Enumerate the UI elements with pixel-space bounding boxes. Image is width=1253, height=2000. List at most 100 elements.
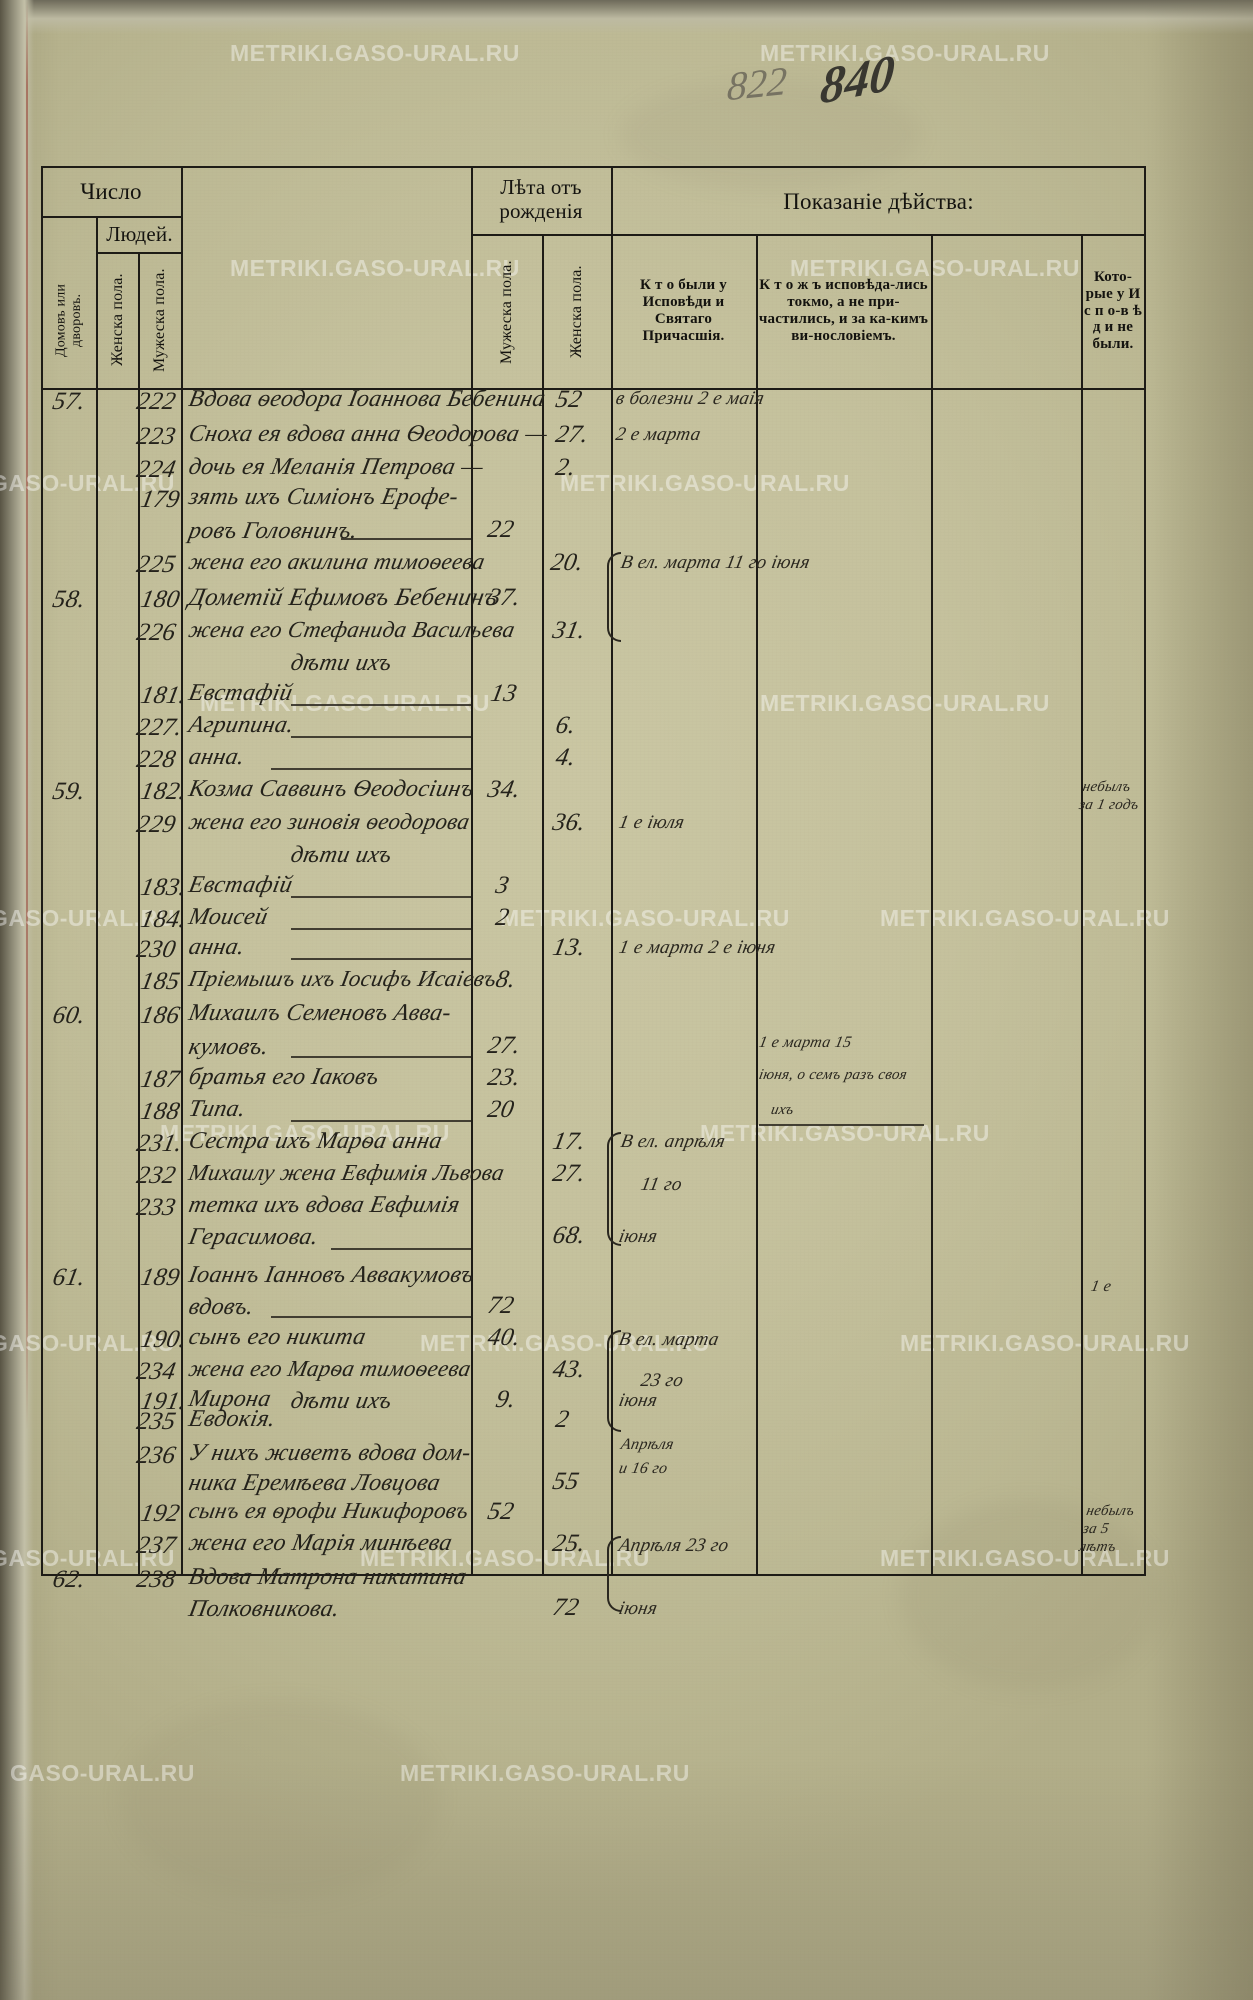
top-torn-edge — [0, 0, 1253, 34]
brace-marker — [607, 552, 621, 642]
cell-note: В ел. марта 11 го іюня — [619, 552, 812, 573]
watermark: METRIKI.GASO-URAL.RU — [360, 1545, 650, 1571]
header-kotorye-ne-byli: Кото-рые у И с п о-в ѣ д и не были. — [1084, 269, 1142, 353]
watermark: METRIKI.GASO-URAL.RU — [230, 40, 520, 66]
watermark: METRIKI.GASO-URAL.RU — [200, 690, 490, 716]
header-ludei: Людей. — [106, 221, 173, 246]
table-border-left — [41, 166, 43, 1416]
cell-dvor: 59. — [50, 778, 88, 805]
header-kto-byli-u-ispovedi: К т о были у Исповѣди и Святаго Причасші… — [640, 277, 727, 344]
cell-zhen2: 72 — [550, 1594, 582, 1621]
cell-name: Полковникова. — [186, 1596, 342, 1622]
cell-note: и 16 го — [617, 1460, 670, 1477]
watermark: METRIKI.GASO-URAL.RU — [500, 905, 790, 931]
cell-zhen2: 43. — [550, 1356, 588, 1383]
watermark: GASO-URAL.RU — [0, 905, 175, 931]
col-divider-ktozh — [931, 1416, 933, 1576]
header-domov: Домовъ или дворовъ. — [53, 283, 84, 357]
right-edge-shadow — [1143, 0, 1253, 2000]
filler-dash — [291, 1056, 471, 1058]
table-border-top — [41, 166, 1146, 168]
cell-zhen2: 36. — [550, 809, 588, 836]
register-table-lower: 235 Евдокія. 2 236 У нихъ живетъ вдова д… — [41, 1406, 1146, 1622]
cell-muzh2: 23. — [485, 1064, 523, 1091]
cell-name: Пріемышъ ихъ Іосифъ Исаіевъ — [186, 966, 499, 991]
register-table: Число Людей. Домовъ или дворовъ. Мужеска… — [41, 166, 1146, 1432]
col-divider-domov — [96, 1416, 98, 1576]
cell-zhen2: 68. — [550, 1222, 588, 1249]
cell-zhen2: 27. — [550, 1160, 588, 1187]
cell-name: Сестра ихъ Марѳа анна — [186, 1128, 445, 1154]
header-ktozh-ispovedalis: К т о ж ъ исповѣда-лись токмо, а не при-… — [758, 277, 929, 344]
cell-muzh1: 187 — [138, 1066, 183, 1093]
cell-absent: небылъ за 5 лѣтъ — [1077, 1503, 1136, 1555]
cell-muzh2: 34. — [485, 776, 523, 803]
header-pokazanie: Показаніе дѣйства: — [783, 189, 974, 215]
cell-name: Михаилъ Семеновъ Авва- — [186, 1000, 454, 1026]
header-rule-pokazanie — [611, 234, 1144, 236]
table-border-right — [1144, 1416, 1146, 1576]
cell-zhen2: 25. — [550, 1530, 588, 1557]
cell-note: В ел. апрѣля — [619, 1131, 728, 1152]
cell-zhen2: 31. — [550, 617, 588, 644]
cell-zhen1: 238 — [134, 1566, 179, 1593]
cell-name: Евстафій — [186, 872, 295, 898]
cell-zhen1: 227. — [134, 714, 185, 741]
cell-muzh1: 185 — [138, 968, 183, 995]
col-divider-kto — [756, 1416, 758, 1576]
cell-muzh2: 37. — [485, 584, 523, 611]
cell-name: анна. — [186, 744, 247, 770]
cell-zhen1: 226 — [134, 619, 179, 646]
cell-muzh2: 27. — [485, 1032, 523, 1059]
cell-name: анна. — [186, 934, 247, 960]
cell-muzh2: 2 — [493, 904, 512, 931]
col-divider-muzh2 — [542, 1416, 544, 1576]
watermark: METRIKI.GASO-URAL.RU — [760, 690, 1050, 716]
underline-group — [759, 1124, 924, 1126]
header-chislo: Число — [80, 179, 142, 205]
filler-dash — [291, 958, 471, 960]
cell-name: Евстафій — [186, 680, 295, 706]
cell-name: Агрипина. — [186, 712, 297, 738]
watermark: METRIKI.GASO-URAL.RU — [880, 1545, 1170, 1571]
cell-note: в болезни 2 е маія — [614, 388, 767, 409]
filler-dash — [271, 768, 471, 770]
cell-name: Іоаннъ Іанновъ Аввакумовъ — [186, 1262, 477, 1288]
cell-name: дѣти ихъ — [288, 842, 395, 868]
watermark: METRIKI.GASO-URAL.RU — [420, 1330, 710, 1356]
header-muzh-pola-2: Мужеска пола. — [498, 260, 516, 364]
cell-note: Апрѣля — [619, 1436, 676, 1453]
header-rule-leta — [471, 234, 611, 236]
cell-name: Козма Саввинъ Ѳеодосіинъ — [186, 776, 477, 802]
cell-dvor: 60. — [50, 1002, 88, 1029]
cell-zhen2: 4. — [553, 744, 579, 771]
cell-zhen1: 237 — [134, 1532, 179, 1559]
cell-name: Типа. — [186, 1096, 248, 1122]
cell-name: Дометій Ефимовъ Бебенинъ — [186, 584, 501, 611]
cell-name: тетка ихъ вдова Евфимія — [186, 1192, 463, 1218]
header-zhen-pola-1: Женска пола. — [109, 273, 127, 367]
filler-dash — [291, 896, 471, 898]
cell-absent: небылъ за 1 годъ — [1077, 779, 1141, 813]
cell-note: 1 е марта 15 — [757, 1034, 854, 1051]
col-divider-names — [471, 1416, 473, 1576]
cell-name: дѣти ихъ — [288, 650, 395, 676]
cell-muzh1: 179 — [138, 486, 183, 513]
col-divider-kotorye — [1081, 1416, 1083, 1576]
cell-dvor: 57. — [50, 388, 88, 415]
cell-name: жена его акилина тимоѳеева — [186, 549, 488, 574]
cell-zhen1: 232 — [134, 1162, 179, 1189]
table-border-left — [41, 1416, 43, 1576]
table-border-right — [1144, 166, 1146, 1416]
cell-dvor: 62. — [50, 1566, 88, 1593]
filler-dash — [341, 538, 471, 540]
col-divider-muzh1 — [138, 1416, 140, 1576]
bottom-edge-shadow — [0, 1760, 1253, 2000]
cell-zhen1: 235 — [134, 1408, 179, 1435]
cell-note: іюня, о семъ разъ своя — [757, 1067, 909, 1083]
cell-dvor: 58. — [50, 586, 88, 613]
header-zhen-pola-2: Женска пола. — [568, 265, 586, 359]
col-divider-zhen2 — [611, 166, 613, 1416]
cell-name: дочь ея Меланія Петрова — — [186, 454, 486, 480]
